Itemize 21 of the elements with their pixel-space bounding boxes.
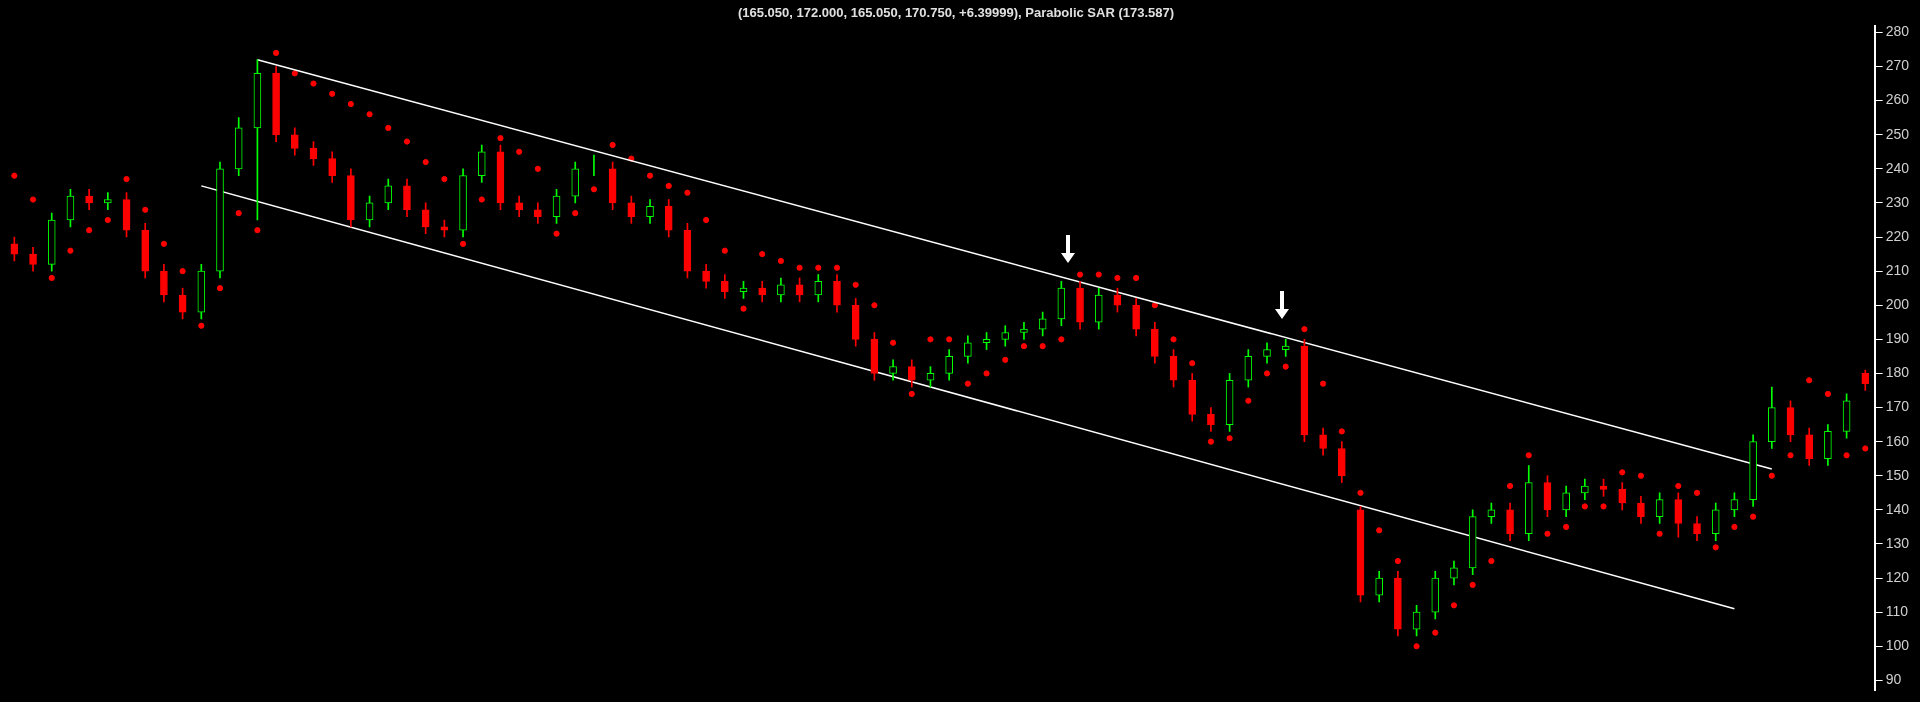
y-tick-label: 270: [1885, 57, 1910, 74]
y-tick-label: 120: [1885, 568, 1910, 585]
y-tick-label: 100: [1885, 637, 1910, 654]
y-tick-label: 140: [1885, 500, 1910, 517]
y-tick-label: 220: [1885, 227, 1910, 244]
y-tick-label: 210: [1885, 262, 1910, 278]
y-tick-label: 230: [1885, 193, 1910, 210]
y-tick-label: 110: [1885, 603, 1909, 620]
y-tick-label: 90: [1885, 671, 1902, 688]
y-tick-label: 240: [1885, 159, 1910, 176]
y-tick-label: 170: [1885, 398, 1910, 415]
y-tick-label: 190: [1885, 330, 1910, 347]
y-tick-label: 280: [1885, 23, 1910, 40]
y-tick-label: 160: [1885, 432, 1910, 449]
y-tick-label: 200: [1885, 296, 1910, 313]
y-tick-label: 180: [1885, 364, 1910, 381]
y-tick-label: 130: [1885, 534, 1910, 551]
y-tick-label: 150: [1885, 466, 1910, 483]
y-tick-label: 260: [1885, 91, 1910, 108]
chart-title: (165.050, 172.000, 165.050, 170.750, +6.39999), Parabolic SAR (173.587): [737, 5, 1175, 21]
y-tick-label: 250: [1885, 125, 1910, 142]
